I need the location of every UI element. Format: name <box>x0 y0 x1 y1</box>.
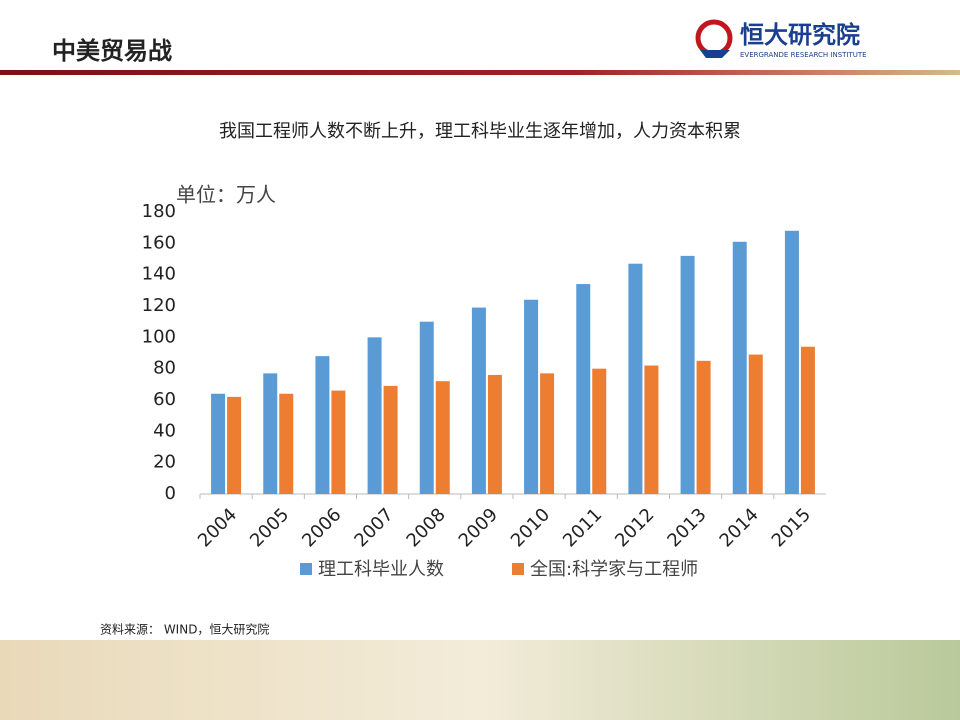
y-tick-label: 0 <box>165 483 176 504</box>
logo-icon <box>695 19 733 57</box>
bar <box>487 374 502 494</box>
bar <box>331 390 346 494</box>
bar <box>524 299 539 494</box>
bar <box>211 393 226 494</box>
header-title: 中美贸易战 <box>52 37 172 65</box>
bar <box>367 337 382 494</box>
y-tick-label: 40 <box>153 420 176 441</box>
bar <box>644 365 659 494</box>
header-rule <box>0 70 960 75</box>
x-tick-label: 2007 <box>350 504 397 551</box>
x-tick-label: 2013 <box>663 504 710 551</box>
bar <box>576 284 591 494</box>
x-tick-label: 2010 <box>507 504 554 551</box>
bar <box>748 354 763 494</box>
bar <box>279 393 294 494</box>
bar <box>227 396 242 494</box>
bar <box>419 321 434 494</box>
bar <box>263 373 278 494</box>
bar <box>732 241 747 494</box>
x-tick-label: 2012 <box>611 504 658 551</box>
y-tick-label: 180 <box>142 201 176 222</box>
y-tick-label: 120 <box>142 295 176 316</box>
legend-label: 理工科毕业人数 <box>318 559 444 580</box>
unit-label: 单位：万人 <box>176 183 276 207</box>
bar <box>696 360 711 494</box>
x-tick-label: 2004 <box>194 504 241 551</box>
y-tick-label: 80 <box>153 358 176 379</box>
y-tick-label: 100 <box>142 326 176 347</box>
logo-base <box>700 50 730 58</box>
bar <box>540 373 555 494</box>
x-tick-label: 2009 <box>455 504 502 551</box>
legend-label: 全国:科学家与工程师 <box>530 559 698 580</box>
x-tick-label: 2008 <box>403 504 450 551</box>
bar <box>471 307 486 494</box>
bar <box>592 368 607 494</box>
x-tick-label: 2006 <box>298 504 345 551</box>
logo-name: 恒大研究院 <box>740 21 860 49</box>
source-note: 资料来源： WIND，恒大研究院 <box>100 622 269 637</box>
bar <box>680 255 695 494</box>
footer-decoration <box>0 640 960 720</box>
bar <box>628 263 643 494</box>
bar <box>435 381 450 494</box>
x-tick-label: 2015 <box>768 504 815 551</box>
chart-title: 我国工程师人数不断上升，理工科毕业生逐年增加，人力资本积累 <box>219 121 741 142</box>
bar <box>315 356 330 494</box>
y-tick-label: 20 <box>153 452 176 473</box>
bar <box>800 346 815 494</box>
x-tick-label: 2005 <box>246 504 293 551</box>
logo: 恒大研究院 EVERGRANDE RESEARCH INSTITUTE <box>695 19 867 59</box>
logo-subtitle: EVERGRANDE RESEARCH INSTITUTE <box>740 51 867 59</box>
plot: 0 20 40 60 80 100 120 140 160 180 2004 2005 2006 2007… <box>142 201 826 580</box>
x-tick-label: 2014 <box>716 504 763 551</box>
legend-swatch <box>512 563 524 575</box>
x-tick-label: 2011 <box>559 504 606 551</box>
bar <box>784 230 799 495</box>
y-tick-label: 60 <box>153 389 176 410</box>
legend-swatch <box>300 563 312 575</box>
bar <box>383 385 398 494</box>
y-tick-label: 160 <box>142 232 176 253</box>
y-tick-label: 140 <box>142 264 176 285</box>
